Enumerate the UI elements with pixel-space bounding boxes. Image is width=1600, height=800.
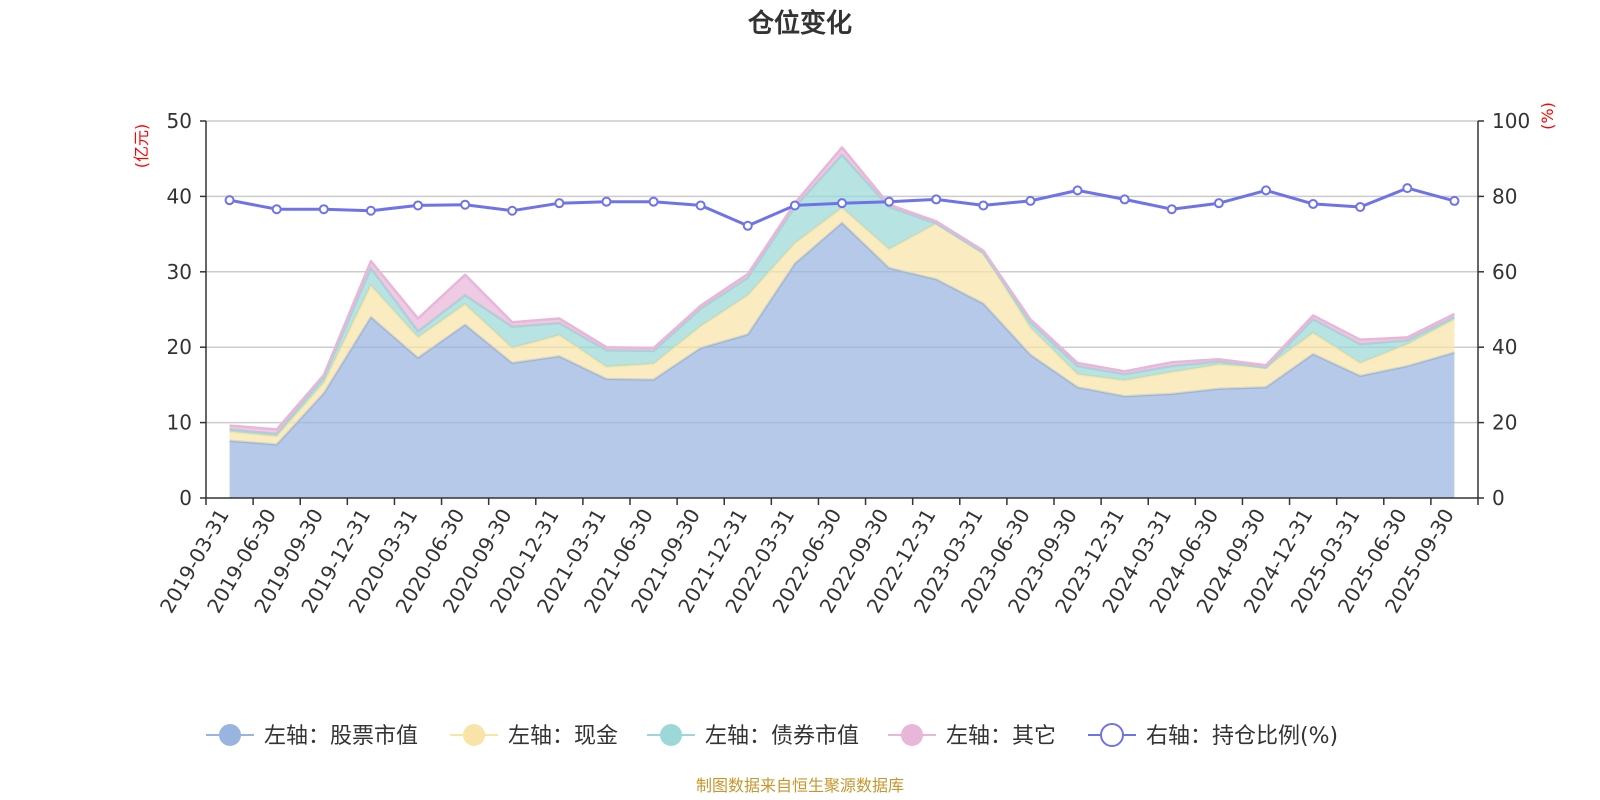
left-tick-label: 20 xyxy=(167,335,192,359)
ratio-point xyxy=(978,200,989,211)
area-edge-other xyxy=(229,146,1455,431)
legend-label: 左轴：债券市值 xyxy=(705,724,859,749)
ratio-point xyxy=(1119,194,1130,205)
ratio-point xyxy=(224,195,235,206)
legend-label: 右轴：持仓比例(%) xyxy=(1146,724,1338,749)
left-tick-label: 50 xyxy=(167,109,192,133)
legend-item[interactable]: 左轴：股票市值 xyxy=(206,724,418,749)
ratio-point xyxy=(789,200,800,211)
ratio-point xyxy=(931,194,942,205)
legend-marker xyxy=(660,724,682,746)
legend-marker xyxy=(219,724,241,746)
right-tick-label: 100 xyxy=(1492,109,1530,133)
area-cash xyxy=(229,207,1455,445)
left-tick-label: 10 xyxy=(167,411,192,435)
legend-label: 左轴：现金 xyxy=(508,724,618,749)
right-tick-label: 80 xyxy=(1492,184,1517,208)
ratio-point xyxy=(1213,198,1224,209)
stacked-areas xyxy=(229,146,1455,499)
ratio-point xyxy=(318,204,329,215)
ratio-point xyxy=(365,205,376,216)
legend-marker xyxy=(1100,723,1124,747)
left-tick-label: 40 xyxy=(167,184,192,208)
ratio-point xyxy=(742,220,753,231)
left-axis-unit: (亿元) xyxy=(132,124,151,169)
ratio-point xyxy=(837,198,847,209)
right-tick-label: 60 xyxy=(1492,260,1517,284)
legend[interactable]: 左轴：股票市值 左轴：现金 左轴：债券市值 左轴：其它 右轴：持仓比例(%) xyxy=(206,723,1338,749)
right-tick-label: 20 xyxy=(1492,411,1517,435)
ratio-point xyxy=(1025,195,1036,206)
ratio-point xyxy=(884,196,895,207)
left-tick-label: 30 xyxy=(167,260,192,284)
legend-label: 左轴：其它 xyxy=(946,724,1056,749)
ratio-point xyxy=(1166,204,1177,215)
ratio-point xyxy=(1072,185,1083,196)
ratio-point xyxy=(1355,201,1366,212)
area-stock xyxy=(229,222,1455,499)
legend-marker xyxy=(463,724,485,746)
ratio-point xyxy=(554,198,565,209)
chart-title: 仓位变化 xyxy=(747,8,852,39)
legend-marker xyxy=(901,724,923,746)
ratio-point xyxy=(1308,198,1319,209)
ratio-point xyxy=(601,196,612,207)
ratio-point xyxy=(271,204,282,215)
legend-item[interactable]: 左轴：现金 xyxy=(450,724,618,749)
ratio-point xyxy=(507,205,518,216)
left-tick-label: 0 xyxy=(179,486,192,510)
legend-label: 左轴：股票市值 xyxy=(264,724,418,749)
data-source-note: 制图数据来自恒生聚源数据库 xyxy=(696,776,904,795)
ratio-point xyxy=(1261,185,1271,196)
ratio-point xyxy=(413,200,423,211)
right-axis-unit: (%) xyxy=(1538,102,1557,130)
legend-item[interactable]: 右轴：持仓比例(%) xyxy=(1088,723,1338,749)
holding-ratio-series xyxy=(224,183,1460,231)
ratio-point xyxy=(1402,183,1413,194)
right-tick-label: 40 xyxy=(1492,335,1517,359)
area-other xyxy=(229,147,1455,434)
right-tick-label: 0 xyxy=(1492,486,1505,510)
legend-item[interactable]: 左轴：其它 xyxy=(888,724,1056,749)
ratio-point xyxy=(1449,195,1460,206)
ratio-point xyxy=(460,199,471,210)
ratio-point xyxy=(648,196,659,207)
legend-item[interactable]: 左轴：债券市值 xyxy=(647,724,859,749)
ratio-point xyxy=(695,200,706,211)
